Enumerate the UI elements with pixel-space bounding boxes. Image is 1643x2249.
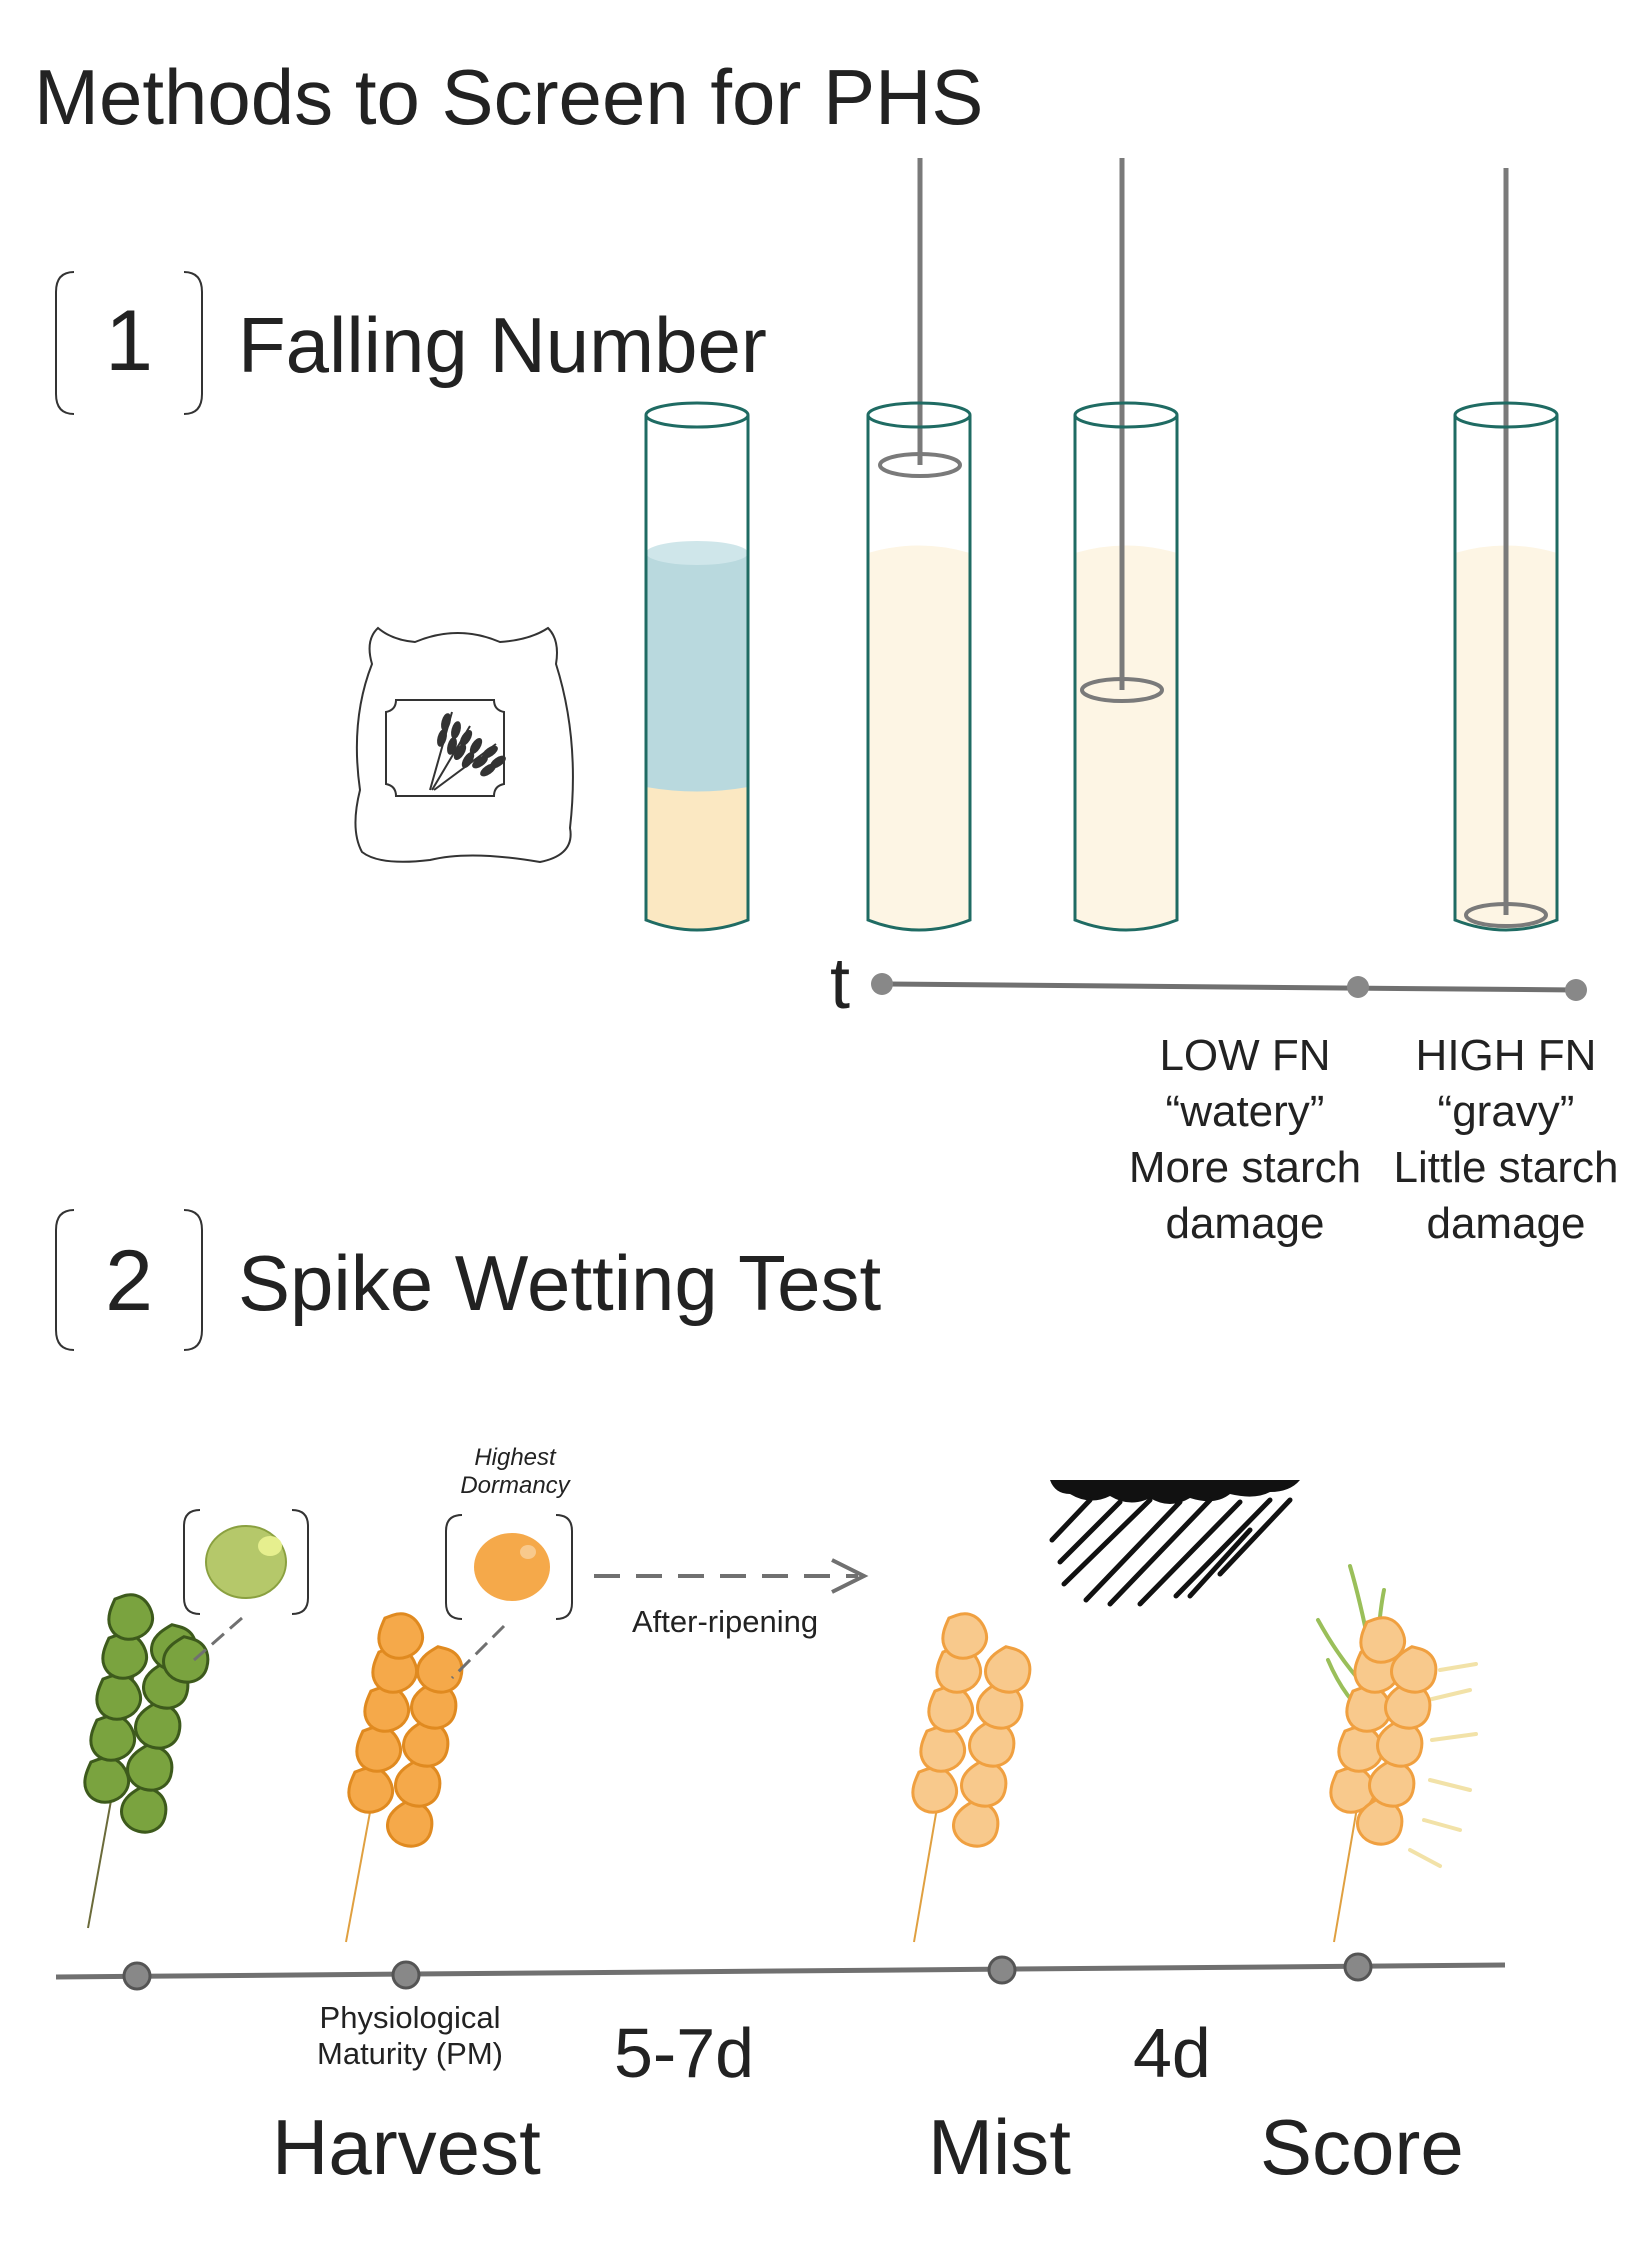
tube-water-flour	[644, 401, 750, 932]
low-fn-line-3: More starch	[1128, 1142, 1362, 1192]
pm-label: Physiological Maturity (PM)	[300, 2000, 520, 2071]
timeline-dot-score	[1343, 1952, 1373, 1982]
fn-axis-start-dot	[871, 973, 893, 995]
rain-cloud-icon	[1049, 1480, 1300, 1607]
section1-number: 1	[105, 293, 153, 389]
stage-mist: Mist	[928, 2103, 1071, 2191]
dormancy-label: Highest Dormancy	[440, 1444, 590, 1499]
pm-line-2: Maturity (PM)	[317, 2035, 503, 2071]
low-fn-label: LOW FN “watery” More starch damage	[1115, 1028, 1375, 1252]
high-fn-line-3: Little starch	[1393, 1142, 1619, 1192]
section1-title: Falling Number	[238, 301, 767, 389]
pm-line-1: Physiological	[319, 2000, 501, 2035]
green-spike	[76, 1587, 215, 1929]
tube-stirrer-bottom	[1453, 168, 1559, 932]
tube-stirrer-middle	[1073, 158, 1179, 932]
tube-stirrer-top	[866, 158, 972, 932]
after-ripening-arrow	[594, 1558, 869, 1594]
timeline-dot-pm	[391, 1960, 421, 1990]
stage-score: Score	[1260, 2103, 1464, 2191]
duration-mist-to-score: 4d	[1133, 2014, 1211, 2092]
high-fn-line-1: HIGH FN	[1415, 1031, 1597, 1080]
fn-axis-low-dot	[1347, 976, 1369, 998]
sprouted-spike	[1316, 1564, 1478, 1943]
orange-spike-mist	[904, 1606, 1037, 1943]
dormancy-line-2: Dormancy	[460, 1471, 570, 1499]
section2-bracket	[55, 1209, 203, 1351]
orange-spike-pm	[340, 1606, 469, 1943]
page-title: Methods to Screen for PHS	[34, 53, 984, 141]
fn-axis-high-dot	[1565, 979, 1587, 1001]
timeline-dot-start	[122, 1961, 152, 1991]
time-axis-label: t	[830, 944, 851, 1024]
high-fn-line-2: “gravy”	[1437, 1086, 1575, 1136]
dormancy-line-1: Highest	[474, 1444, 556, 1471]
green-seed-inset	[183, 1509, 309, 1662]
stage-harvest: Harvest	[272, 2103, 541, 2191]
low-fn-line-4: damage	[1165, 1198, 1325, 1248]
section1-bracket	[55, 271, 203, 415]
high-fn-line-4: damage	[1426, 1198, 1586, 1248]
duration-harvest-to-mist: 5-7d	[614, 2014, 755, 2092]
wheat-icon	[429, 711, 506, 791]
after-ripening-label: After-ripening	[632, 1604, 819, 1639]
spike-timeline	[55, 1952, 1506, 1991]
low-fn-line-1: LOW FN	[1159, 1031, 1331, 1080]
orange-seed-inset	[445, 1514, 573, 1680]
high-fn-label: HIGH FN “gravy” Little starch damage	[1376, 1028, 1636, 1252]
low-fn-line-2: “watery”	[1165, 1086, 1325, 1136]
section2-title: Spike Wetting Test	[238, 1239, 882, 1327]
timeline-dot-mist	[987, 1955, 1017, 1985]
fn-time-axis	[871, 973, 1587, 1001]
section2-number: 2	[105, 1233, 153, 1329]
